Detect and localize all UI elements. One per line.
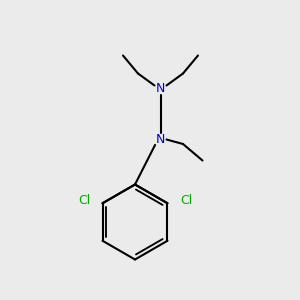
Text: Cl: Cl [180, 194, 192, 207]
Text: N: N [156, 133, 165, 146]
Text: N: N [156, 82, 165, 95]
Text: Cl: Cl [78, 194, 90, 207]
